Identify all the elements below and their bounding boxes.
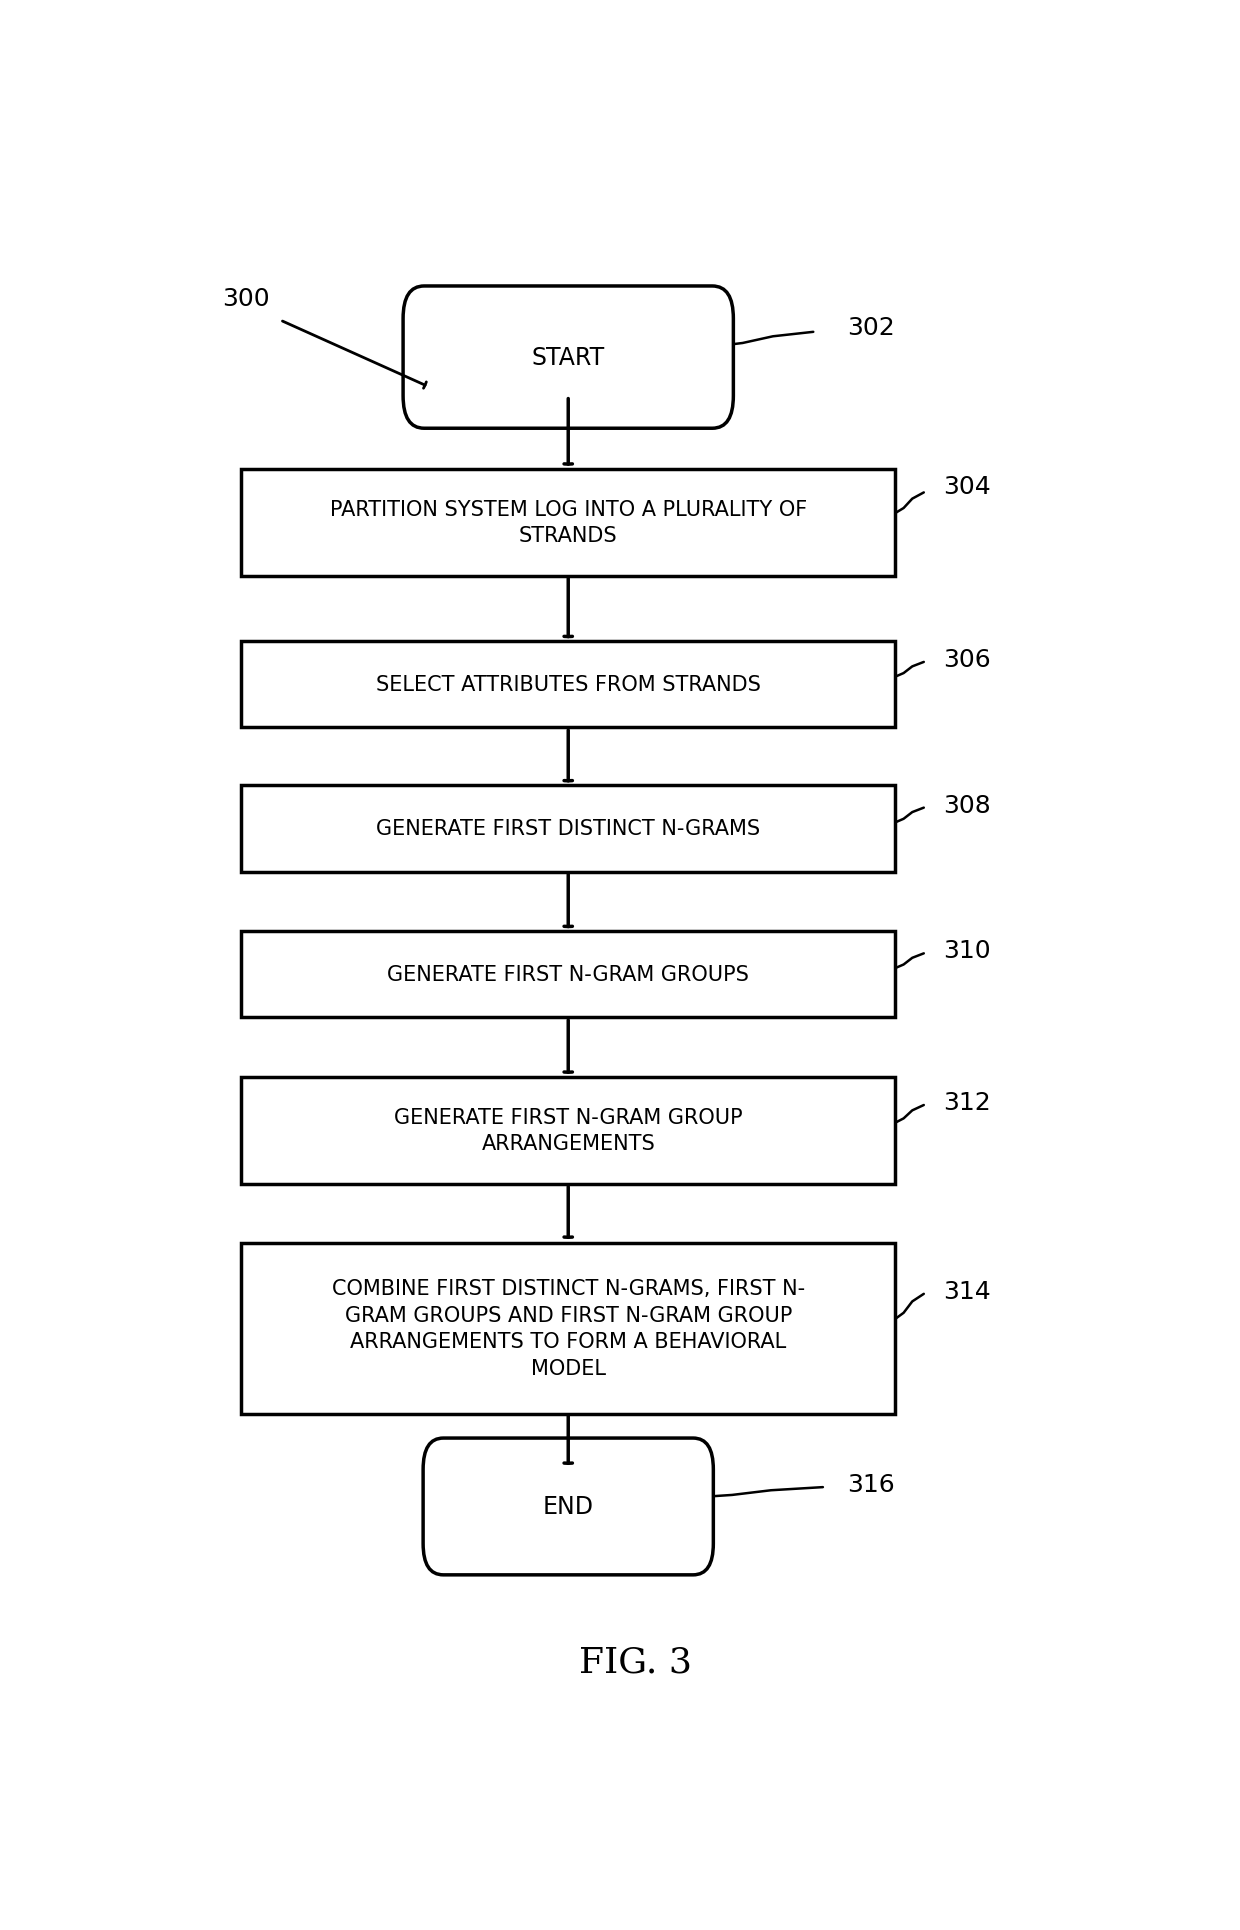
FancyBboxPatch shape — [242, 1243, 895, 1415]
Text: GENERATE FIRST N-GRAM GROUPS: GENERATE FIRST N-GRAM GROUPS — [387, 965, 749, 984]
Text: END: END — [543, 1494, 594, 1519]
Text: 316: 316 — [847, 1473, 895, 1496]
FancyBboxPatch shape — [423, 1438, 713, 1575]
Text: START: START — [532, 345, 605, 371]
Text: 312: 312 — [942, 1090, 991, 1114]
Text: 306: 306 — [942, 648, 991, 672]
FancyBboxPatch shape — [242, 643, 895, 728]
Text: 310: 310 — [942, 938, 991, 963]
Text: PARTITION SYSTEM LOG INTO A PLURALITY OF
STRANDS: PARTITION SYSTEM LOG INTO A PLURALITY OF… — [330, 500, 807, 546]
Text: GENERATE FIRST N-GRAM GROUP
ARRANGEMENTS: GENERATE FIRST N-GRAM GROUP ARRANGEMENTS — [394, 1108, 743, 1154]
FancyBboxPatch shape — [242, 786, 895, 872]
FancyBboxPatch shape — [242, 469, 895, 577]
Text: 314: 314 — [942, 1280, 991, 1303]
Text: 302: 302 — [847, 317, 895, 340]
Text: FIG. 3: FIG. 3 — [579, 1644, 692, 1679]
Text: 300: 300 — [222, 286, 270, 311]
FancyBboxPatch shape — [242, 932, 895, 1017]
Text: GENERATE FIRST DISTINCT N-GRAMS: GENERATE FIRST DISTINCT N-GRAMS — [376, 818, 760, 840]
Text: 308: 308 — [942, 793, 991, 816]
Text: COMBINE FIRST DISTINCT N-GRAMS, FIRST N-
GRAM GROUPS AND FIRST N-GRAM GROUP
ARRA: COMBINE FIRST DISTINCT N-GRAMS, FIRST N-… — [331, 1280, 805, 1378]
FancyBboxPatch shape — [242, 1077, 895, 1185]
Text: SELECT ATTRIBUTES FROM STRANDS: SELECT ATTRIBUTES FROM STRANDS — [376, 676, 760, 695]
FancyBboxPatch shape — [403, 288, 733, 428]
Text: 304: 304 — [942, 475, 991, 500]
